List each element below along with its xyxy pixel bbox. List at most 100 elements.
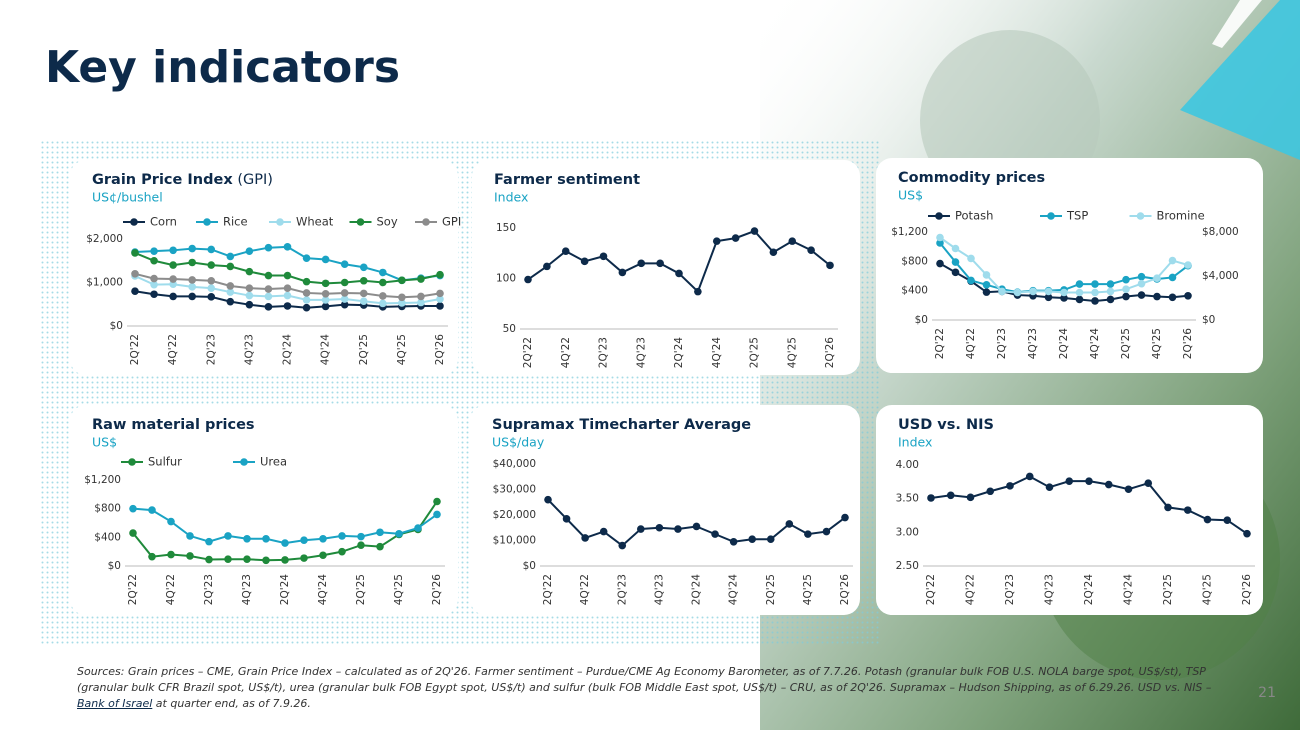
data-point	[1137, 291, 1146, 299]
data-point	[674, 525, 682, 533]
legend-label: Potash	[955, 209, 993, 223]
data-point	[543, 262, 551, 271]
data-point	[936, 233, 944, 242]
data-point	[1013, 288, 1022, 297]
x-tick-label: 2Q'26	[839, 574, 851, 606]
data-point	[264, 303, 273, 311]
x-tick-label: 4Q'24	[320, 334, 332, 366]
data-point	[1223, 516, 1232, 525]
legend-swatch	[128, 458, 136, 466]
data-point	[982, 281, 991, 289]
data-point	[226, 282, 235, 290]
y-tick-label: $10,000	[493, 535, 536, 547]
x-tick-label: 2Q'26	[1241, 574, 1253, 606]
x-tick-label: 2Q'24	[1058, 328, 1070, 360]
data-point	[1029, 287, 1037, 296]
data-point	[169, 292, 177, 301]
y-tick-label: 4.00	[896, 459, 919, 471]
data-point	[769, 248, 778, 257]
data-point	[129, 529, 137, 537]
x-tick-label: 4Q'22	[165, 574, 177, 605]
panel	[470, 405, 860, 615]
x-tick-label: 2Q'22	[129, 334, 141, 365]
x-tick-label: 4Q'25	[396, 334, 408, 365]
data-point	[1091, 288, 1099, 297]
data-point	[436, 289, 444, 298]
x-tick-label: 2Q'25	[765, 574, 777, 605]
sources-link[interactable]: Bank of Israel	[77, 697, 153, 710]
y-tick-label: 100	[496, 273, 516, 285]
data-point	[936, 259, 944, 268]
data-point	[1075, 295, 1084, 304]
data-point	[398, 299, 406, 307]
x-tick-label: 2Q'24	[279, 574, 291, 606]
chart-title: Grain Price Index	[92, 172, 233, 188]
data-point	[283, 291, 292, 300]
data-point	[807, 246, 815, 255]
data-point	[822, 527, 831, 536]
y-tick-label: $800	[901, 255, 928, 267]
x-tick-label: 2Q'22	[925, 574, 937, 605]
x-tick-label: 4Q'23	[1044, 574, 1056, 605]
data-point	[357, 541, 365, 550]
data-point	[245, 267, 254, 276]
y-tick-label: $8,000	[1202, 226, 1239, 238]
data-point	[319, 534, 327, 543]
x-tick-label: 2Q'22	[934, 328, 946, 359]
data-point	[711, 530, 719, 538]
data-point	[417, 298, 425, 307]
chart-title: Supramax Timecharter Average	[492, 417, 751, 433]
y-tick-label: $800	[94, 503, 121, 515]
data-point	[243, 534, 251, 543]
data-point	[750, 227, 759, 235]
data-point	[1044, 293, 1053, 302]
data-point	[321, 255, 330, 264]
data-point	[188, 244, 196, 253]
data-point	[1243, 529, 1251, 538]
x-tick-label: 2Q'25	[1120, 328, 1132, 359]
data-point	[1168, 256, 1177, 265]
data-point	[1106, 295, 1115, 304]
data-point	[1137, 272, 1146, 281]
data-point	[207, 261, 216, 269]
data-point	[340, 300, 349, 309]
data-point	[262, 556, 270, 565]
data-point	[1044, 287, 1053, 296]
y-tick-label: $1,000	[86, 277, 123, 289]
data-point	[599, 252, 608, 261]
data-point	[692, 522, 701, 531]
data-point	[207, 245, 216, 254]
legend-label: Sulfur	[148, 455, 182, 469]
data-point	[655, 523, 664, 532]
data-point	[150, 247, 158, 255]
data-point	[1091, 297, 1099, 305]
data-point	[150, 290, 158, 299]
data-point	[637, 525, 645, 533]
chart-subtitle: Index	[494, 190, 528, 205]
data-point	[169, 261, 177, 269]
y-tick-label: $0	[110, 320, 123, 332]
y-tick-label: $400	[94, 531, 121, 543]
data-point	[340, 278, 349, 287]
chart-subtitle: US¢/bushel	[92, 190, 163, 205]
data-point	[1153, 292, 1161, 301]
data-point	[321, 296, 330, 304]
data-point	[150, 256, 158, 265]
y-tick-label: $4,000	[1202, 270, 1239, 282]
data-point	[302, 289, 311, 297]
legend-label: Bromine	[1157, 209, 1205, 223]
data-point	[951, 258, 960, 266]
data-point	[188, 258, 196, 267]
data-point	[562, 515, 571, 523]
y-tick-label: $1,200	[891, 226, 928, 238]
data-point	[359, 289, 368, 298]
data-point	[1060, 294, 1068, 302]
data-point	[243, 555, 251, 563]
data-point	[694, 287, 702, 296]
data-point	[264, 285, 273, 293]
data-point	[379, 292, 387, 300]
x-tick-label: 2Q'25	[355, 574, 367, 605]
data-point	[436, 302, 444, 310]
data-point	[167, 550, 175, 559]
chart-title: Supramax Timecharter Average	[492, 417, 751, 433]
